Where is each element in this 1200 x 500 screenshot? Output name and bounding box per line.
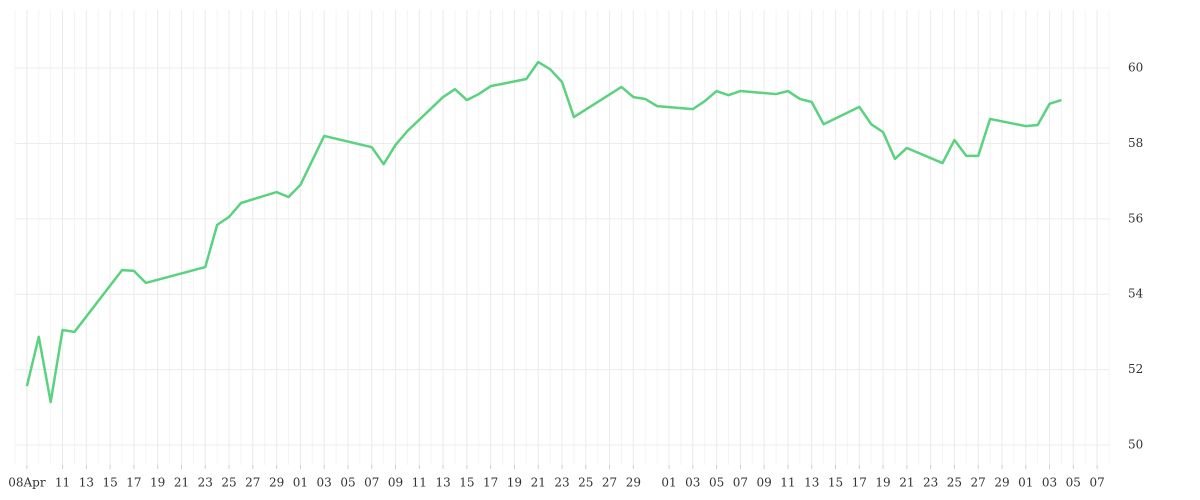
x-tick-label: 09 [388,476,403,490]
x-tick-label: 15 [102,476,117,490]
x-tick-label: 11 [412,476,427,490]
x-tick-label: 07 [1089,476,1104,490]
x-tick-label: 01 [661,476,676,490]
x-tick-label: 17 [126,476,141,490]
y-tick-label: 54 [1128,287,1144,301]
x-tick-label: 17 [852,476,867,490]
x-tick-label: 01 [1018,476,1033,490]
x-tick-label: 11 [780,476,795,490]
x-tick-label: 03 [685,476,700,490]
x-tick-label: 27 [245,476,260,490]
y-tick-label: 56 [1128,211,1143,225]
x-tick-label: 03 [1042,476,1057,490]
x-tick-label: 19 [875,476,890,490]
x-tick-label: 21 [531,476,546,490]
x-tick-label: 25 [221,476,236,490]
x-tick-label: 17 [483,476,498,490]
x-tick-label: 19 [150,476,165,490]
series-line [25,60,1062,404]
x-tick-label: 23 [198,476,213,490]
x-tick-label: 27 [602,476,617,490]
x-tick-label: 19 [507,476,522,490]
x-tick-label: 29 [994,476,1009,490]
x-tick-label: 13 [435,476,450,490]
x-tick-label: 05 [1066,476,1081,490]
y-tick-label: 52 [1128,362,1143,376]
x-tick-label: 09 [757,476,772,490]
x-tick-label: 08Apr [8,476,46,490]
x-tick-label: 11 [55,476,70,490]
x-tick-label: 15 [828,476,843,490]
x-tick-label: 29 [626,476,641,490]
x-tick-label: 15 [459,476,474,490]
x-tick-label: 05 [340,476,355,490]
x-tick-label: 21 [899,476,914,490]
x-tick-label: 07 [733,476,748,490]
x-tick-label: 01 [293,476,308,490]
x-tick-label: 05 [709,476,724,490]
y-tick-label: 58 [1128,136,1143,150]
y-tick-label: 60 [1128,61,1143,75]
x-tick-label: 25 [578,476,593,490]
x-tick-label: 27 [971,476,986,490]
x-tick-label: 03 [317,476,332,490]
x-tick-label: 21 [174,476,189,490]
x-tick-label: 13 [79,476,94,490]
x-tick-label: 29 [269,476,284,490]
x-tick-label: 13 [804,476,819,490]
x-tick-label: 07 [364,476,379,490]
y-tick-label: 50 [1128,438,1143,452]
x-tick-label: 23 [554,476,569,490]
x-tick-label: 25 [947,476,962,490]
x-tick-label: 23 [923,476,938,490]
